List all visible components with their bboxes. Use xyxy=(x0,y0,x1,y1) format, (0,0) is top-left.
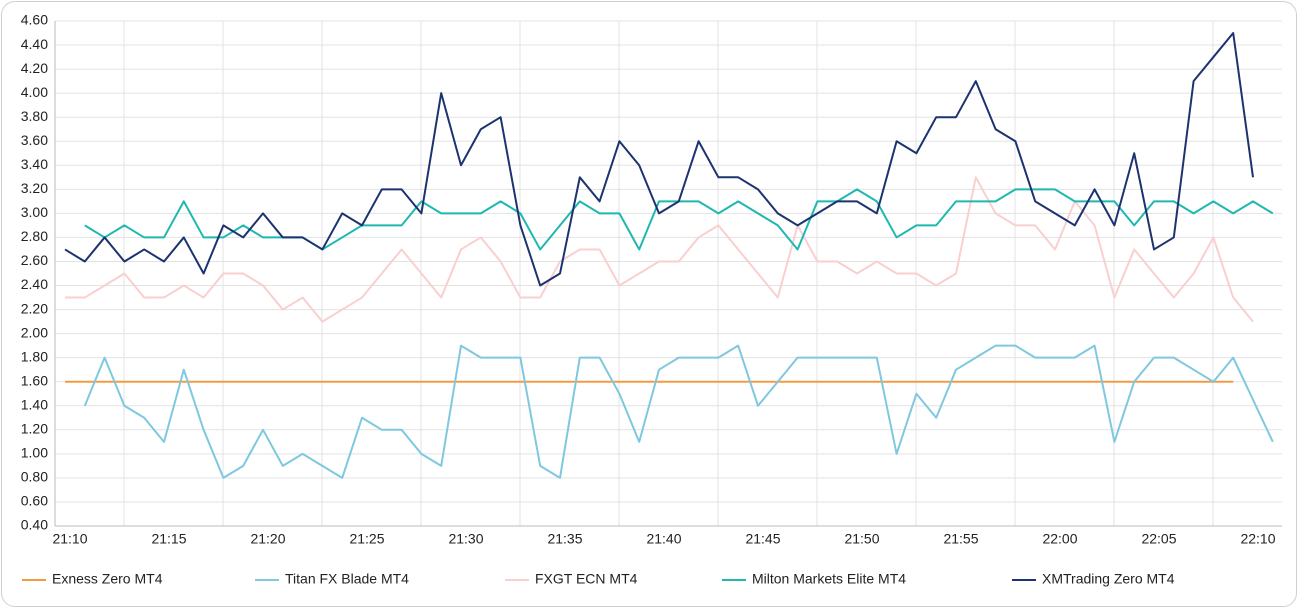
y-tick-label: 2.40 xyxy=(21,276,48,292)
x-tick-label: 21:30 xyxy=(448,531,483,547)
x-tick-label: 22:00 xyxy=(1042,531,1077,547)
y-tick-label: 0.60 xyxy=(21,493,48,509)
y-tick-label: 0.80 xyxy=(21,469,48,485)
y-tick-label: 3.80 xyxy=(21,108,48,124)
x-tick-label: 21:55 xyxy=(943,531,978,547)
x-tick-label: 21:45 xyxy=(745,531,780,547)
y-tick-label: 1.40 xyxy=(21,396,48,412)
y-tick-label: 3.20 xyxy=(21,180,48,196)
series-line xyxy=(64,32,1254,287)
series-line xyxy=(65,176,1254,323)
x-tick-label: 21:50 xyxy=(844,531,879,547)
y-tick-label: 0.40 xyxy=(21,517,48,533)
y-tick-label: 2.60 xyxy=(21,252,48,268)
y-tick-label: 1.80 xyxy=(21,348,48,364)
x-tick-label: 21:20 xyxy=(250,531,285,547)
x-tick-label: 21:15 xyxy=(151,531,186,547)
x-tick-label: 22:10 xyxy=(1240,531,1275,547)
legend-label: XMTrading Zero MT4 xyxy=(1042,571,1175,587)
y-tick-label: 3.60 xyxy=(21,132,48,148)
series-line xyxy=(83,344,1274,479)
x-tick-label: 21:10 xyxy=(52,531,87,547)
y-tick-label: 1.20 xyxy=(21,421,48,437)
y-tick-label: 4.60 xyxy=(21,12,48,28)
y-tick-label: 4.40 xyxy=(21,36,48,52)
legend-label: Milton Markets Elite MT4 xyxy=(752,571,906,587)
legend-label: Exness Zero MT4 xyxy=(52,571,163,587)
x-tick-label: 22:05 xyxy=(1141,531,1176,547)
y-tick-label: 3.00 xyxy=(21,204,48,220)
y-tick-label: 2.00 xyxy=(21,324,48,340)
y-tick-label: 2.80 xyxy=(21,228,48,244)
x-tick-label: 21:35 xyxy=(547,531,582,547)
y-tick-label: 4.00 xyxy=(21,84,48,100)
y-tick-label: 3.40 xyxy=(21,156,48,172)
y-tick-label: 2.20 xyxy=(21,300,48,316)
x-tick-label: 21:40 xyxy=(646,531,681,547)
y-tick-label: 1.60 xyxy=(21,372,48,388)
y-tick-label: 1.00 xyxy=(21,445,48,461)
legend-label: Titan FX Blade MT4 xyxy=(285,571,409,587)
y-tick-label: 4.20 xyxy=(21,60,48,76)
x-tick-label: 21:25 xyxy=(349,531,384,547)
legend-label: FXGT ECN MT4 xyxy=(535,571,638,587)
